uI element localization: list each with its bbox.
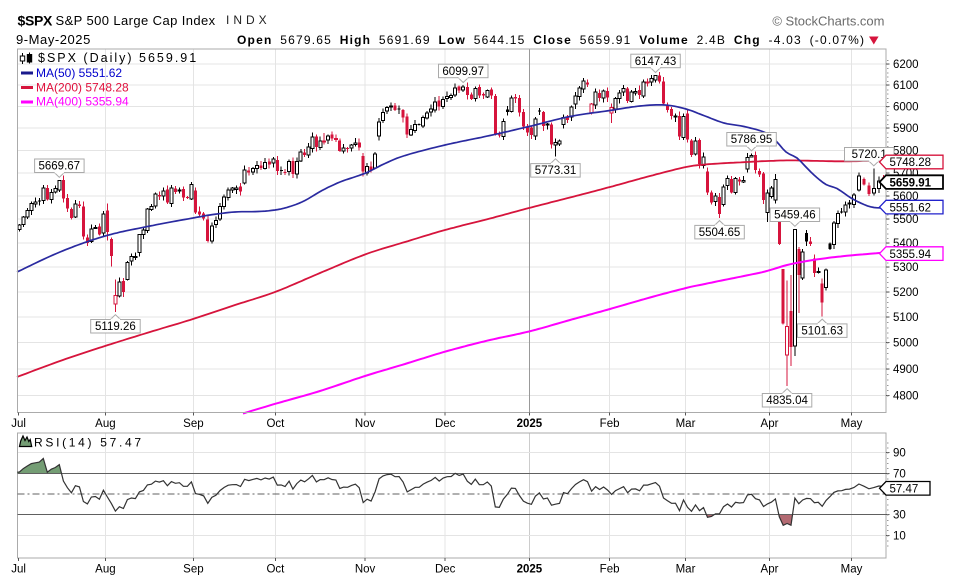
svg-text:Aug: Aug: [95, 564, 115, 576]
svg-text:Feb: Feb: [600, 564, 620, 576]
svg-text:Dec: Dec: [435, 418, 456, 430]
svg-text:6100: 6100: [893, 80, 919, 92]
svg-text:57.47: 57.47: [890, 484, 919, 496]
svg-text:MA(400) 5355.94: MA(400) 5355.94: [36, 95, 129, 109]
svg-text:5773.31: 5773.31: [535, 165, 577, 177]
svg-text:70: 70: [893, 468, 906, 480]
svg-text:30: 30: [893, 510, 906, 522]
svg-text:5551.62: 5551.62: [890, 202, 932, 214]
svg-text:Feb: Feb: [600, 418, 620, 430]
svg-text:5355.94: 5355.94: [890, 249, 932, 261]
svg-text:9-May-2025: 9-May-2025: [16, 32, 91, 47]
svg-text:5659.91: 5659.91: [890, 177, 932, 189]
svg-text:Open 5679.65 High 5691.69 Low: Open 5679.65 High 5691.69 Low 5644.15 Cl…: [237, 33, 865, 47]
svg-text:4835.04: 4835.04: [766, 395, 808, 407]
svg-text:4900: 4900: [893, 364, 919, 376]
svg-text:10: 10: [893, 530, 906, 542]
svg-text:6099.97: 6099.97: [442, 66, 484, 78]
svg-text:5119.26: 5119.26: [95, 321, 136, 333]
svg-text:2025: 2025: [517, 564, 543, 576]
svg-text:5669.67: 5669.67: [39, 161, 81, 173]
svg-text:Jul: Jul: [11, 564, 26, 576]
svg-text:6147.43: 6147.43: [635, 56, 677, 68]
svg-text:Mar: Mar: [676, 564, 696, 576]
svg-text:$SPX (Daily) 5659.91: $SPX (Daily) 5659.91: [38, 51, 198, 65]
svg-text:Apr: Apr: [761, 564, 779, 576]
svg-text:90: 90: [893, 448, 906, 460]
svg-text:5748.28: 5748.28: [890, 157, 932, 169]
svg-text:Aug: Aug: [95, 418, 115, 430]
svg-text:5100: 5100: [893, 312, 919, 324]
svg-text:5900: 5900: [893, 123, 919, 135]
svg-text:Nov: Nov: [355, 418, 376, 430]
svg-text:5300: 5300: [893, 262, 919, 274]
svg-text:5200: 5200: [893, 287, 919, 299]
svg-text:6000: 6000: [893, 101, 919, 113]
svg-text:May: May: [841, 418, 863, 430]
svg-text:Oct: Oct: [266, 564, 285, 576]
svg-text:MA(200) 5748.28: MA(200) 5748.28: [36, 81, 129, 95]
svg-text:Mar: Mar: [676, 418, 696, 430]
svg-text:INDX: INDX: [226, 13, 271, 27]
svg-text:5459.46: 5459.46: [774, 210, 816, 222]
svg-text:5720.1: 5720.1: [852, 149, 887, 161]
svg-text:6200: 6200: [893, 59, 919, 71]
svg-text:5500: 5500: [893, 214, 919, 226]
svg-text:Apr: Apr: [761, 418, 779, 430]
svg-text:May: May: [841, 564, 863, 576]
svg-text:5101.63: 5101.63: [801, 326, 843, 338]
svg-text:S&P 500 Large Cap Index: S&P 500 Large Cap Index: [56, 13, 216, 28]
svg-text:Jul: Jul: [11, 418, 26, 430]
svg-text:5800: 5800: [893, 145, 919, 157]
svg-text:4800: 4800: [893, 391, 919, 403]
svg-text:Oct: Oct: [266, 418, 285, 430]
svg-text:MA(50) 5551.62: MA(50) 5551.62: [36, 66, 122, 80]
svg-text:$SPX: $SPX: [18, 13, 54, 29]
svg-text:RSI(14) 57.47: RSI(14) 57.47: [34, 436, 144, 450]
svg-text:5000: 5000: [893, 338, 919, 350]
svg-text:5504.65: 5504.65: [699, 227, 741, 239]
svg-text:Nov: Nov: [355, 564, 376, 576]
svg-text:Dec: Dec: [435, 564, 456, 576]
svg-text:2025: 2025: [517, 418, 543, 430]
svg-text:5786.95: 5786.95: [731, 134, 773, 146]
svg-text:© StockCharts.com: © StockCharts.com: [772, 14, 884, 29]
svg-text:Sep: Sep: [183, 418, 203, 430]
svg-text:Sep: Sep: [183, 564, 203, 576]
